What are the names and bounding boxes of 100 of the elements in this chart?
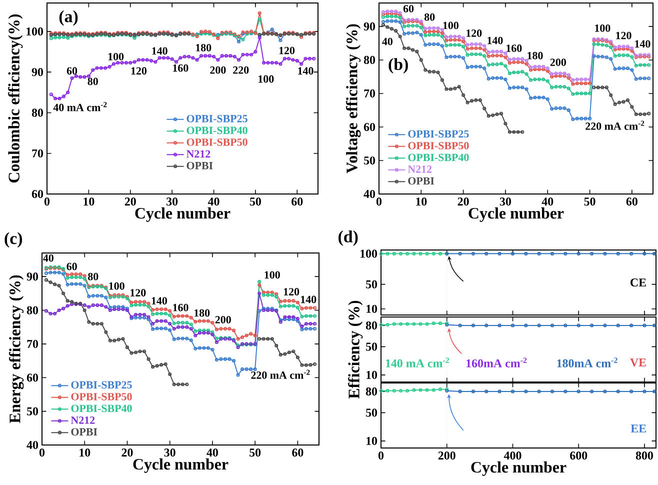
annotation: 160 bbox=[506, 44, 522, 52]
x-tick-label: 50 bbox=[584, 198, 596, 206]
chart-title: (d) bbox=[338, 230, 358, 246]
y-tick-label: 50 bbox=[366, 408, 378, 417]
y-axis-title: Voltage efficiency (%) bbox=[346, 24, 361, 174]
x-tick-label: 50 bbox=[250, 198, 261, 206]
y-tick-label: 60 bbox=[26, 374, 38, 382]
annotation: 100 bbox=[264, 271, 280, 279]
chart-title: (c) bbox=[4, 232, 22, 248]
x-tick-label: 20 bbox=[122, 448, 133, 457]
annotation: 100 bbox=[443, 22, 458, 30]
y-tick-label: 50 bbox=[27, 407, 38, 416]
legend-label: OPBI-SBP50 bbox=[408, 142, 469, 150]
annotation: CE bbox=[630, 278, 646, 287]
annotation: 40 mA cm$^{-2}$ bbox=[53, 102, 107, 112]
legend-label: OPBI bbox=[71, 428, 98, 436]
y-tick-label: 10 bbox=[366, 436, 378, 445]
x-axis-title: Cycle number bbox=[471, 461, 566, 476]
x-tick-label: 0 bbox=[376, 198, 382, 206]
y-axis-title: Efficiency (%) bbox=[348, 300, 363, 399]
annotation: 40 bbox=[382, 38, 392, 46]
annotation: VE bbox=[630, 358, 646, 367]
annotation: 120 bbox=[466, 29, 482, 37]
y-tick-label: 80 bbox=[366, 387, 378, 396]
x-tick-label: 30 bbox=[166, 198, 178, 206]
annotation: 220 bbox=[233, 66, 249, 74]
y-tick-label: 50 bbox=[366, 280, 378, 288]
legend-label: N212 bbox=[408, 166, 432, 173]
x-axis-title: Cycle number bbox=[133, 458, 228, 473]
annotation: 140 bbox=[152, 47, 168, 55]
y-tick-label: 80 bbox=[364, 56, 376, 64]
text: (b) bbox=[388, 58, 408, 74]
x-tick-label: 60 bbox=[626, 198, 638, 206]
annotation: 140 mA cm$^{-2}$ bbox=[386, 358, 450, 368]
y-tick-label: 70 bbox=[27, 340, 38, 348]
legend-label: OPBI-SBP25 bbox=[186, 114, 248, 122]
legend-label: N212 bbox=[186, 150, 210, 158]
annotation: 80 bbox=[88, 272, 98, 280]
annotation: 60 bbox=[403, 5, 414, 12]
x-tick-label: 30 bbox=[500, 198, 511, 206]
y-tick-label: 60 bbox=[364, 122, 376, 132]
y-tick-label: 10 bbox=[366, 370, 378, 379]
annotation: 140 bbox=[301, 296, 316, 304]
legend-label: OPBI-SBP25 bbox=[71, 381, 132, 389]
annotation: 200 bbox=[550, 58, 566, 66]
y-tick-label: 100 bbox=[360, 250, 378, 258]
chart-title: (a) bbox=[59, 10, 78, 26]
x-tick-label: 40 bbox=[542, 198, 554, 206]
annotation: 120 bbox=[131, 67, 147, 75]
annotation: 160 bbox=[173, 304, 188, 312]
y-tick-label: 80 bbox=[366, 321, 378, 330]
annotation: 220 mA cm$^{-2}$ bbox=[586, 120, 644, 130]
y-tick-label: 40 bbox=[364, 190, 376, 198]
legend-label: OPBI-SBP50 bbox=[71, 392, 132, 400]
annotation: 100 bbox=[595, 24, 610, 32]
legend-label: N212 bbox=[70, 416, 95, 424]
annotation: 100 bbox=[108, 52, 124, 60]
annotation: 200 bbox=[210, 66, 226, 74]
annotation: 140 bbox=[298, 67, 314, 75]
y-tick-label: 50 bbox=[366, 342, 378, 351]
annotation: 180 bbox=[194, 309, 210, 317]
x-tick-label: 0 bbox=[378, 452, 384, 460]
annotation: 140 bbox=[488, 36, 503, 44]
annotation: 60 bbox=[66, 67, 78, 75]
x-tick-label: 0 bbox=[39, 448, 45, 457]
legend-label: OPBI bbox=[186, 162, 213, 170]
annotation: 140 bbox=[635, 40, 650, 48]
y-tick-label: 80 bbox=[26, 306, 38, 314]
annotation: 40 bbox=[43, 254, 54, 262]
y-tick-label: 60 bbox=[32, 190, 44, 198]
legend-label: OPBI-SBP40 bbox=[408, 154, 469, 162]
y-tick-label: 50 bbox=[364, 156, 376, 165]
annotation: 200 bbox=[215, 316, 231, 324]
annotation: 180mA cm$^{-2}$ bbox=[557, 358, 618, 368]
y-tick-label: 90 bbox=[26, 272, 38, 281]
x-tick-label: 50 bbox=[250, 448, 261, 457]
annotation: 220 mA cm$^{-2}$ bbox=[251, 370, 310, 379]
x-tick-label: 60 bbox=[292, 448, 304, 457]
y-axis-title: Energy efficiency (%) bbox=[8, 275, 24, 424]
y-tick-label: 70 bbox=[364, 89, 376, 98]
x-tick-label: 10 bbox=[416, 198, 427, 206]
annotation: 120 bbox=[616, 32, 632, 40]
y-tick-label: 40 bbox=[26, 440, 38, 450]
legend-label: OPBI-SBP50 bbox=[186, 138, 248, 146]
x-tick-label: 40 bbox=[206, 448, 218, 457]
x-tick-label: 20 bbox=[458, 198, 469, 206]
x-tick-label: 400 bbox=[504, 452, 522, 460]
legend-label: OPBI-SBP25 bbox=[408, 130, 469, 138]
annotation: 60 bbox=[66, 262, 77, 270]
y-tick-label: 80 bbox=[32, 108, 44, 117]
y-tick-label: 100 bbox=[26, 27, 44, 36]
annotation: 180 bbox=[528, 52, 543, 60]
annotation: EE bbox=[630, 424, 646, 432]
x-axis-title: Cycle number bbox=[135, 207, 230, 222]
annotation: 80 bbox=[88, 78, 98, 86]
x-tick-label: 60 bbox=[292, 198, 303, 206]
x-tick-label: 0 bbox=[44, 198, 50, 206]
annotation: 120 bbox=[279, 46, 295, 54]
x-tick-label: 30 bbox=[164, 448, 176, 457]
x-tick-label: 200 bbox=[438, 452, 456, 460]
